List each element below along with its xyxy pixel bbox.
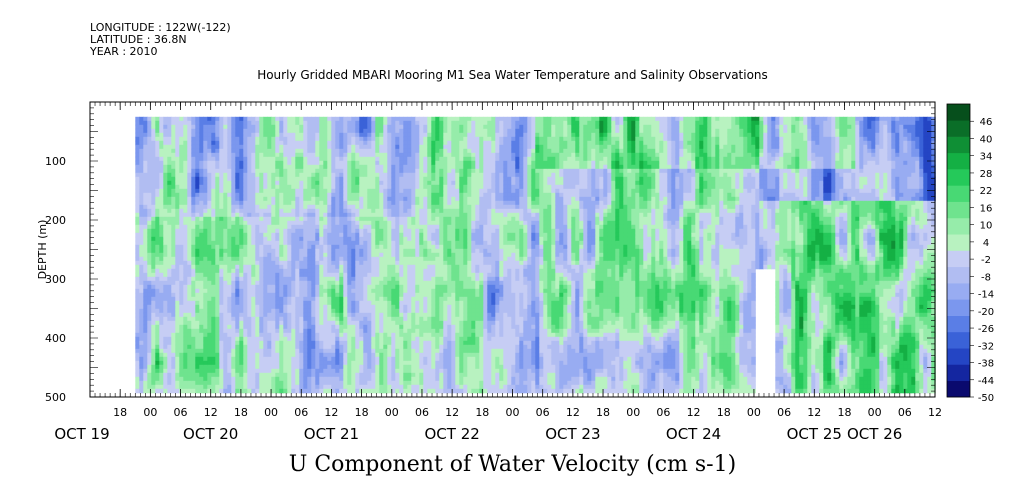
longitude-label: LONGITUDE : 122W(-122) (90, 21, 231, 34)
colorbar-swatch (947, 315, 970, 333)
x-hour-tick-label: 18 (113, 406, 127, 419)
x-day-label: OCT 19 (54, 425, 109, 443)
x-hour-tick-label: 00 (143, 406, 157, 419)
colorbar-tick-label: 22 (980, 186, 993, 197)
colorbar-tick-label: -38 (978, 359, 994, 370)
x-day-label: OCT 21 (304, 425, 359, 443)
colorbar-tick-label: -50 (978, 393, 994, 404)
colorbar-swatch (947, 331, 970, 349)
colorbar-swatch (947, 152, 970, 170)
colorbar-tick-label: 34 (980, 152, 993, 163)
x-hour-tick-label: 00 (747, 406, 761, 419)
x-day-label: OCT 26 (847, 425, 902, 443)
colorbar-swatch (947, 380, 970, 398)
colorbar-swatch (947, 266, 970, 284)
colorbar-tick-label: -26 (978, 324, 994, 335)
colorbar-swatch (947, 299, 970, 316)
colorbar-swatch (947, 348, 970, 365)
heatmap-cells (135, 116, 936, 394)
x-hour-tick-label: 06 (294, 406, 308, 419)
x-hour-tick-label: 12 (687, 406, 701, 419)
colorbar-tick-label: -8 (981, 272, 991, 283)
colorbar-tick-label: 10 (980, 221, 993, 232)
x-hour-tick-label: 00 (506, 406, 520, 419)
x-hour-tick-label: 18 (355, 406, 369, 419)
x-hour-tick-label: 12 (566, 406, 580, 419)
colorbar-swatch (947, 217, 970, 235)
x-hour-tick-label: 06 (656, 406, 670, 419)
x-day-label: OCT 25 (787, 425, 842, 443)
colorbar-frame (946, 103, 971, 398)
colorbar-swatch (947, 364, 970, 382)
x-hour-tick-label: 12 (928, 406, 942, 419)
colorbar-tick-label: 46 (980, 117, 993, 128)
x-hour-tick-label: 12 (445, 406, 459, 419)
metadata-block: LONGITUDE : 122W(-122) LATITUDE : 36.8N … (90, 22, 231, 58)
x-day-label: OCT 20 (183, 425, 238, 443)
x-hour-tick-label: 00 (385, 406, 399, 419)
x-hour-tick-label: 12 (807, 406, 821, 419)
x-hour-tick-label: 18 (837, 406, 851, 419)
x-hour-tick-label: 06 (174, 406, 188, 419)
colorbar-tick-label: -14 (978, 290, 994, 301)
x-hour-tick-label: 00 (868, 406, 882, 419)
colorbar-variable-title: U Component of Water Velocity (cm s-1) (288, 452, 737, 477)
colorbar-tick-label: 16 (980, 203, 993, 214)
x-hour-tick-label: 12 (204, 406, 218, 419)
y-axis-label: DEPTH (m) (36, 220, 49, 280)
x-day-label: OCT 22 (424, 425, 479, 443)
y-tick-label: 500 (45, 391, 66, 404)
colorbar-swatch (947, 283, 970, 300)
colorbar-tick-label: -44 (978, 376, 994, 387)
year-label: YEAR : 2010 (90, 45, 158, 58)
x-hour-tick-label: 18 (475, 406, 489, 419)
x-hour-tick-label: 06 (777, 406, 791, 419)
y-tick-label: 100 (45, 155, 66, 168)
colorbar-tick-label: 4 (983, 238, 989, 249)
x-day-label: OCT 23 (545, 425, 600, 443)
y-tick-label: 400 (45, 332, 66, 345)
colorbar-swatch (947, 201, 970, 219)
x-hour-tick-label: 06 (415, 406, 429, 419)
colorbar-swatch (947, 234, 970, 251)
colorbar-tick-label: 28 (980, 169, 993, 180)
colorbar-tick-label: 40 (980, 134, 993, 145)
colorbar-tick-label: -20 (978, 307, 994, 318)
x-hour-tick-label: 18 (596, 406, 610, 419)
x-hour-tick-label: 18 (234, 406, 248, 419)
chart-title: Hourly Gridded MBARI Mooring M1 Sea Wate… (257, 68, 768, 82)
latitude-label: LATITUDE : 36.8N (90, 33, 187, 46)
colorbar-swatch (947, 169, 970, 186)
y-tick-label: 200 (45, 214, 66, 227)
x-hour-tick-label: 18 (717, 406, 731, 419)
x-day-label: OCT 24 (666, 425, 721, 443)
colorbar-swatch (947, 120, 970, 137)
colorbar-swatch (947, 185, 970, 202)
x-hour-tick-label: 12 (324, 406, 338, 419)
x-hour-tick-label: 00 (626, 406, 640, 419)
x-hour-tick-label: 06 (536, 406, 550, 419)
colorbar-swatch (947, 250, 970, 268)
x-hour-tick-label: 00 (264, 406, 278, 419)
colorbar-swatch (947, 104, 970, 121)
colorbar-swatch (947, 136, 970, 154)
colorbar-tick-label: -2 (981, 255, 991, 266)
colorbar-tick-label: -32 (978, 341, 994, 352)
y-tick-label: 300 (45, 273, 66, 286)
x-hour-tick-label: 06 (898, 406, 912, 419)
